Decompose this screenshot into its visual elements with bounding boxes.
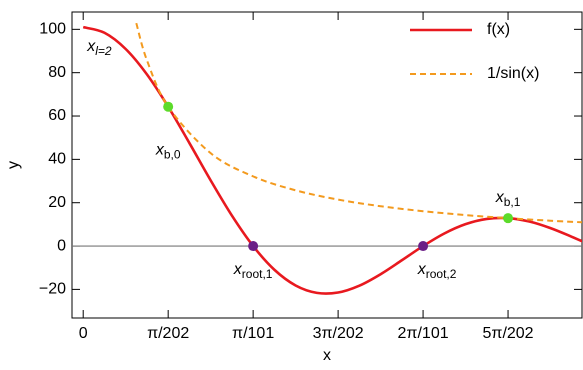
point-marker — [248, 241, 259, 252]
point-label-sub: b,1 — [504, 195, 521, 209]
y-tick-label: 40 — [48, 151, 66, 168]
point-label-sub: root,1 — [242, 267, 273, 281]
x-tick-label: 5π/202 — [483, 325, 534, 342]
x-tick-label: π/101 — [232, 325, 274, 342]
annotation-sub: l=2 — [95, 44, 112, 58]
point-label-text: x — [155, 142, 165, 159]
point-label-text: x — [233, 261, 243, 278]
plot-frame — [71, 11, 583, 319]
point-label: xroot,1 — [233, 261, 273, 281]
y-tick-label: 100 — [39, 21, 66, 38]
point-label: xb,0 — [155, 142, 181, 162]
x-tick-label: 0 — [79, 325, 88, 342]
x-axis-label: x — [323, 347, 331, 364]
y-tick-label: 60 — [48, 107, 66, 124]
legend-label: 1/sin(x) — [487, 65, 539, 82]
point-label-text: x — [495, 189, 505, 206]
x-tick-label: 3π/202 — [313, 325, 364, 342]
x-tick-label: π/202 — [147, 325, 189, 342]
annotation: xl=2 — [86, 38, 112, 58]
point-label-sub: root,2 — [426, 267, 457, 281]
point-marker — [503, 213, 514, 224]
y-tick-label: 80 — [48, 64, 66, 81]
line-series — [135, 22, 582, 224]
point-label: xroot,2 — [417, 261, 457, 281]
y-tick-label: 0 — [57, 237, 66, 254]
point-marker — [163, 101, 174, 112]
x-tick-label: 2π/101 — [398, 325, 449, 342]
legend-label: f(x) — [487, 21, 510, 38]
y-tick-label: −20 — [39, 281, 66, 298]
point-label-text: x — [417, 261, 427, 278]
point-label: xb,1 — [495, 189, 521, 209]
y-axis-label: y — [5, 161, 22, 169]
point-label-sub: b,0 — [164, 148, 181, 162]
point-marker — [418, 241, 429, 252]
annotation-text: x — [86, 38, 96, 55]
y-tick-label: 20 — [48, 194, 66, 211]
